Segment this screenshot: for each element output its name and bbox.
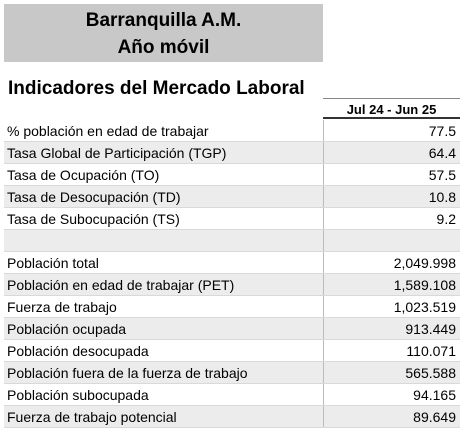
row-value: 565.588 xyxy=(405,365,456,381)
row-value: 77.5 xyxy=(428,123,456,139)
row-value: 2,049.998 xyxy=(393,255,456,271)
row-label: Tasa de Subocupación (TS) xyxy=(7,211,180,227)
row-label: Población total xyxy=(7,255,99,271)
table-row: Tasa de Subocupación (TS) 9.2 xyxy=(4,208,460,230)
row-label: Fuerza de trabajo potencial xyxy=(7,409,177,425)
cell-border xyxy=(323,120,324,141)
row-label: Tasa de Desocupación (TD) xyxy=(7,189,181,205)
table-row: Fuerza de trabajo 1,023.519 xyxy=(4,296,460,318)
cell-border xyxy=(323,296,324,317)
cell-border xyxy=(323,318,324,339)
table-row: Población subocupada 94.165 xyxy=(4,384,460,406)
row-label: Tasa Global de Participación (TGP) xyxy=(7,145,227,161)
row-value: 1,023.519 xyxy=(393,299,456,315)
column-header: Jul 24 - Jun 25 xyxy=(323,98,460,119)
row-label: Población desocupada xyxy=(7,343,149,359)
row-value: 1,589.108 xyxy=(393,277,456,293)
table-row: % población en edad de trabajar 77.5 xyxy=(4,120,460,142)
header: Barranquilla A.M. Año móvil xyxy=(4,4,323,62)
table-row: Población ocupada 913.449 xyxy=(4,318,460,340)
table-row: Población en edad de trabajar (PET) 1,589… xyxy=(4,274,460,296)
row-value: 9.2 xyxy=(436,211,456,227)
table-title: Indicadores del Mercado Laboral xyxy=(8,78,305,99)
row-label: Población subocupada xyxy=(7,387,149,403)
cell-border xyxy=(323,142,324,163)
row-value: 89.649 xyxy=(413,409,456,425)
cell-border xyxy=(323,274,324,295)
table-row: Población total 2,049.998 xyxy=(4,252,460,274)
table-row: Fuerza de trabajo potencial 89.649 xyxy=(4,406,460,428)
cell-border xyxy=(323,340,324,361)
table-row: Tasa de Desocupación (TD) 10.8 xyxy=(4,186,460,208)
cell-border xyxy=(323,164,324,185)
header-title: Barranquilla A.M. xyxy=(85,10,242,31)
row-value: 10.8 xyxy=(428,189,456,205)
row-value: 110.071 xyxy=(406,343,456,359)
header-subtitle: Año móvil xyxy=(117,37,210,58)
row-value: 913.449 xyxy=(405,321,456,337)
cell-border xyxy=(323,186,324,207)
cell-border xyxy=(323,384,324,405)
row-value: 57.5 xyxy=(428,167,456,183)
row-label: Fuerza de trabajo xyxy=(7,299,117,315)
table-row: Población fuera de la fuerza de trabajo 5… xyxy=(4,362,460,384)
cell-border xyxy=(323,208,324,229)
table-row: Tasa de Ocupación (TO) 57.5 xyxy=(4,164,460,186)
row-label: Población ocupada xyxy=(7,321,127,337)
cell-border xyxy=(323,230,324,251)
row-label: Tasa de Ocupación (TO) xyxy=(7,167,160,183)
table-row xyxy=(4,230,460,252)
row-label: Población en edad de trabajar (PET) xyxy=(7,277,235,293)
row-value: 64.4 xyxy=(428,145,456,161)
table-row: Población desocupada 110.071 xyxy=(4,340,460,362)
row-label: % población en edad de trabajar xyxy=(7,123,209,139)
cell-border xyxy=(323,362,324,383)
row-label: Población fuera de la fuerza de trabajo xyxy=(7,365,248,381)
row-value: 94.165 xyxy=(413,387,456,403)
table-row: Tasa Global de Participación (TGP) 64.4 xyxy=(4,142,460,164)
cell-border xyxy=(323,406,324,427)
cell-border xyxy=(323,252,324,273)
